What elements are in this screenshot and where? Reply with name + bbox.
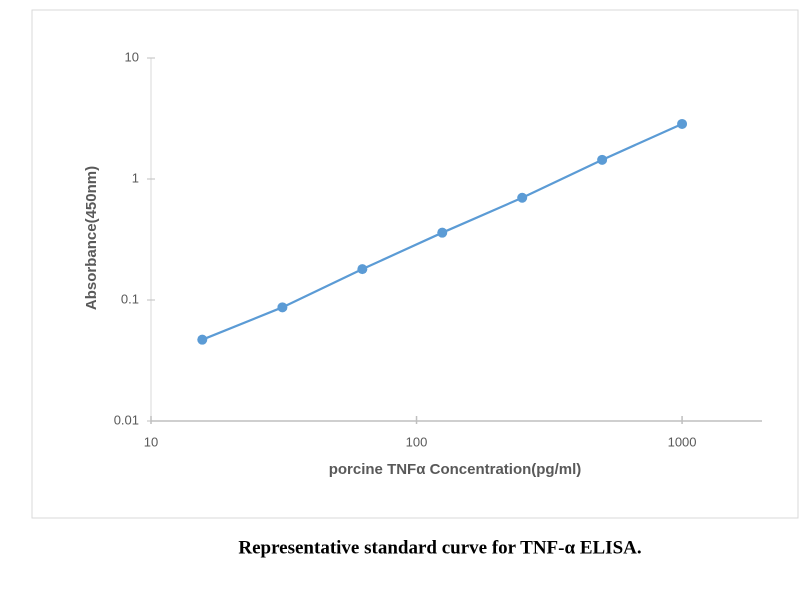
x-tick-label: 100: [406, 434, 428, 449]
y-tick-label: 0.1: [121, 291, 139, 306]
data-point: [437, 227, 448, 238]
chart-frame: [31, 9, 799, 519]
x-axis-title: porcine TNFα Concentration(pg/ml): [329, 461, 582, 478]
x-tick-label: 1000: [668, 434, 697, 449]
data-point: [357, 264, 368, 275]
data-point: [597, 154, 608, 165]
data-point: [277, 302, 288, 313]
x-tick-label: 10: [144, 434, 158, 449]
caption: Representative standard curve for TNF-α …: [238, 537, 641, 558]
y-tick-label: 10: [125, 49, 139, 64]
data-point: [197, 334, 208, 345]
y-tick-label: 1: [132, 170, 139, 185]
data-point: [677, 118, 688, 129]
y-axis-title: Absorbance(450nm): [83, 166, 100, 310]
y-tick-label: 0.01: [114, 412, 139, 427]
data-point: [517, 192, 528, 203]
